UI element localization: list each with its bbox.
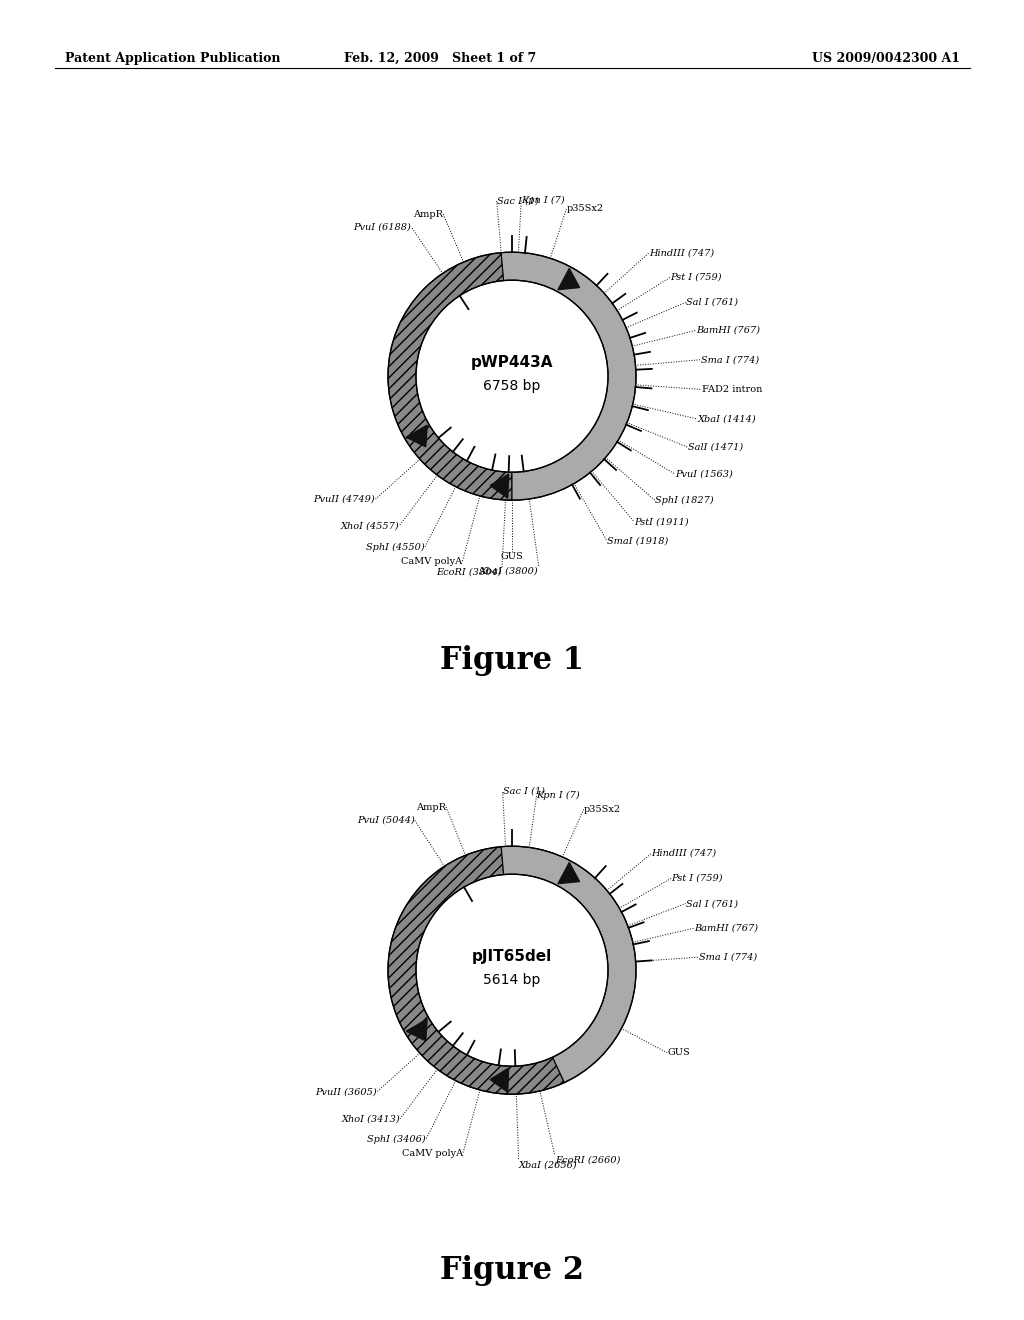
- Text: EcoRI (2660): EcoRI (2660): [555, 1155, 621, 1164]
- Polygon shape: [388, 252, 512, 500]
- Text: PvuII (3605): PvuII (3605): [315, 1088, 377, 1097]
- Text: CaMV polyA: CaMV polyA: [401, 1150, 463, 1158]
- Text: Pst I (759): Pst I (759): [672, 874, 723, 883]
- Polygon shape: [490, 1068, 509, 1092]
- Text: SmaI (1918): SmaI (1918): [607, 536, 669, 545]
- Text: 6758 bp: 6758 bp: [483, 379, 541, 393]
- Text: XbaI (2656): XbaI (2656): [518, 1160, 578, 1170]
- Text: XhoI (3413): XhoI (3413): [341, 1114, 400, 1123]
- Text: Sma I (774): Sma I (774): [698, 953, 757, 962]
- Text: GUS: GUS: [501, 552, 523, 561]
- Text: Kpn I (7): Kpn I (7): [521, 195, 565, 205]
- Text: SphI (4550): SphI (4550): [367, 543, 425, 552]
- Polygon shape: [558, 862, 580, 883]
- Text: Kpn I (7): Kpn I (7): [537, 792, 581, 800]
- Polygon shape: [501, 846, 636, 1082]
- Text: PvuI (6188): PvuI (6188): [353, 223, 412, 231]
- Text: Sma I (774): Sma I (774): [701, 355, 760, 364]
- Text: SalI (1471): SalI (1471): [688, 444, 743, 451]
- Polygon shape: [558, 268, 580, 289]
- Text: SphI (3406): SphI (3406): [368, 1135, 426, 1144]
- Polygon shape: [407, 1019, 427, 1040]
- Text: FAD2 intron: FAD2 intron: [701, 385, 762, 393]
- Text: 5614 bp: 5614 bp: [483, 973, 541, 987]
- Text: pWP443A: pWP443A: [471, 355, 553, 370]
- Text: Sac I (1): Sac I (1): [497, 197, 539, 206]
- Text: PvuI (1563): PvuI (1563): [675, 470, 732, 479]
- Text: Sal I (761): Sal I (761): [686, 899, 737, 908]
- Text: BamHI (767): BamHI (767): [696, 326, 761, 335]
- Text: CaMV polyA: CaMV polyA: [401, 557, 462, 566]
- Text: Figure 2: Figure 2: [440, 1254, 584, 1286]
- Polygon shape: [501, 252, 636, 500]
- Text: XbaI (3800): XbaI (3800): [480, 566, 539, 576]
- Text: p35Sx2: p35Sx2: [584, 805, 621, 814]
- Text: PvuII (4749): PvuII (4749): [313, 495, 375, 504]
- Text: Feb. 12, 2009   Sheet 1 of 7: Feb. 12, 2009 Sheet 1 of 7: [344, 51, 537, 65]
- Text: Sac I (1): Sac I (1): [503, 787, 545, 796]
- Text: US 2009/0042300 A1: US 2009/0042300 A1: [812, 51, 961, 65]
- Text: pJIT65del: pJIT65del: [472, 949, 552, 964]
- Text: GUS: GUS: [668, 1048, 690, 1057]
- Text: Pst I (759): Pst I (759): [671, 273, 722, 281]
- Text: PvuI (5044): PvuI (5044): [356, 816, 415, 825]
- Text: PstI (1911): PstI (1911): [634, 517, 689, 527]
- Text: Figure 1: Figure 1: [440, 644, 584, 676]
- Text: XhoI (4557): XhoI (4557): [340, 521, 399, 531]
- Polygon shape: [388, 846, 564, 1094]
- Polygon shape: [490, 474, 509, 498]
- Text: EcoRI (3804): EcoRI (3804): [436, 568, 502, 577]
- Text: BamHI (767): BamHI (767): [694, 924, 758, 933]
- Polygon shape: [407, 425, 427, 446]
- Text: p35Sx2: p35Sx2: [566, 205, 603, 214]
- Text: XbaI (1414): XbaI (1414): [697, 414, 756, 424]
- Text: HindIII (747): HindIII (747): [651, 849, 717, 858]
- Text: Patent Application Publication: Patent Application Publication: [65, 51, 281, 65]
- Text: SphI (1827): SphI (1827): [655, 496, 714, 506]
- Text: AmpR: AmpR: [416, 803, 446, 812]
- Text: AmpR: AmpR: [414, 210, 443, 219]
- Text: Sal I (761): Sal I (761): [686, 298, 738, 306]
- Text: HindIII (747): HindIII (747): [649, 248, 714, 257]
